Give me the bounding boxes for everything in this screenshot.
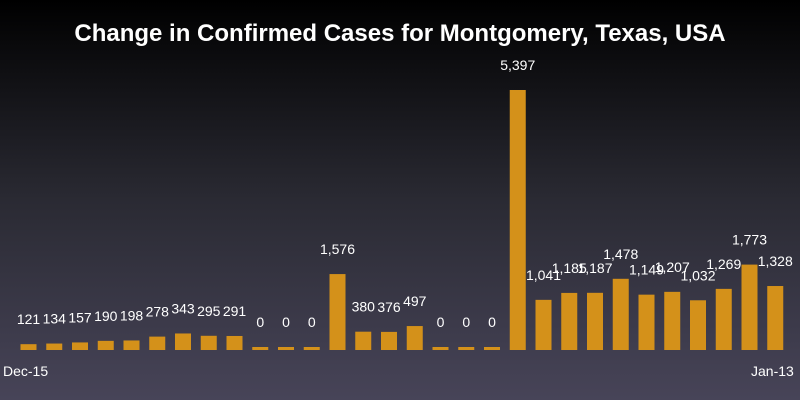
x-tick-first: Dec-15 — [3, 363, 49, 379]
data-label: 1,041 — [526, 267, 561, 283]
data-label: 1,478 — [603, 246, 638, 262]
data-label: 1,576 — [320, 241, 355, 257]
bar — [535, 299, 552, 350]
data-label: 157 — [68, 309, 92, 325]
bar — [484, 347, 500, 350]
data-label: 1,187 — [577, 260, 612, 276]
data-label: 1,773 — [732, 232, 767, 248]
data-label: 291 — [223, 303, 247, 319]
bar — [252, 347, 269, 350]
data-label: 0 — [488, 314, 496, 330]
data-label: 343 — [171, 300, 195, 316]
data-label: 380 — [352, 299, 376, 315]
data-label: 0 — [308, 314, 316, 330]
bar — [509, 90, 526, 350]
bar — [432, 347, 449, 350]
bar — [303, 347, 320, 350]
bar — [715, 288, 732, 350]
bar — [381, 331, 397, 350]
bar — [123, 340, 140, 350]
bar — [329, 274, 346, 350]
bar — [690, 300, 706, 350]
data-label: 376 — [377, 299, 401, 315]
x-tick-last: Jan-13 — [751, 363, 794, 379]
bar — [664, 291, 681, 350]
bar — [355, 331, 372, 350]
data-label: 1,328 — [758, 253, 793, 269]
data-label: 5,397 — [500, 57, 535, 73]
bar — [226, 335, 243, 350]
bar — [20, 344, 37, 350]
data-label: 0 — [462, 314, 470, 330]
data-label: 190 — [94, 308, 118, 324]
bar — [741, 264, 758, 350]
bar — [72, 342, 88, 350]
data-label: 1,207 — [655, 259, 690, 275]
data-label: 497 — [403, 293, 427, 309]
bar — [406, 326, 423, 350]
data-label: 198 — [120, 307, 144, 323]
bar — [46, 343, 63, 350]
data-label: 0 — [256, 314, 264, 330]
bar — [638, 294, 655, 350]
data-label: 0 — [282, 314, 290, 330]
bar — [278, 347, 294, 350]
data-label: 134 — [43, 311, 67, 327]
data-label: 1,185 — [552, 260, 587, 276]
data-label: 278 — [146, 304, 170, 320]
bar — [458, 347, 475, 350]
bar — [561, 292, 578, 350]
data-label: 121 — [17, 311, 41, 327]
bar — [149, 336, 166, 350]
data-label: 0 — [437, 314, 445, 330]
data-label: 295 — [197, 303, 221, 319]
bar — [587, 292, 603, 350]
bar — [767, 286, 784, 350]
data-label: 1,032 — [680, 267, 715, 283]
bar — [97, 340, 114, 350]
bar — [200, 335, 217, 350]
data-label: 1,269 — [706, 256, 741, 272]
chart-title: Change in Confirmed Cases for Montgomery… — [74, 20, 726, 47]
bar — [612, 278, 629, 350]
bar — [175, 333, 191, 350]
data-label: 1,149 — [629, 262, 664, 278]
